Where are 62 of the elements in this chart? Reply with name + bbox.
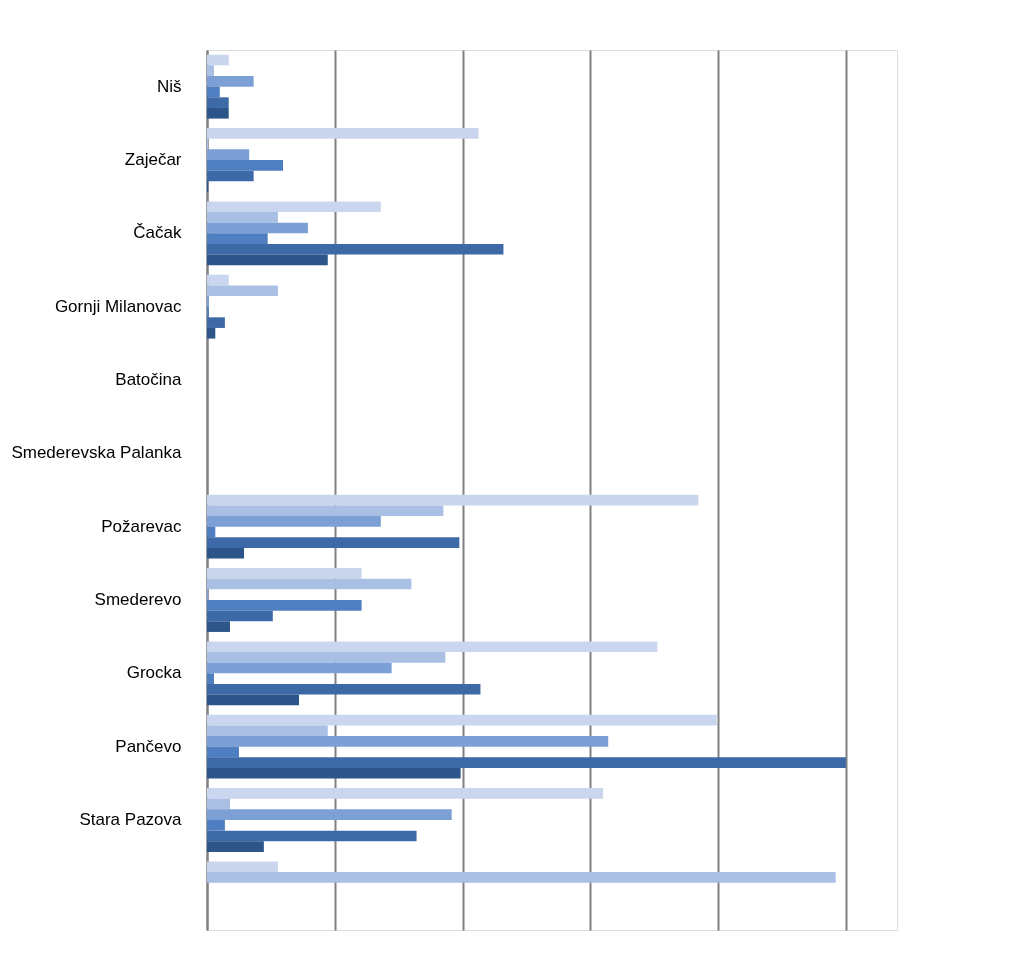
bar <box>207 641 658 653</box>
bar <box>207 610 273 622</box>
bar <box>207 149 250 160</box>
bar <box>207 54 229 66</box>
bar <box>207 107 229 119</box>
bar <box>207 537 460 548</box>
y-tick-label: Smederevo <box>94 590 182 609</box>
bar <box>207 274 229 286</box>
bar <box>207 76 254 87</box>
bar <box>207 861 278 873</box>
bar <box>207 212 278 223</box>
bar <box>207 600 362 611</box>
y-tick-label: Požarevac <box>101 516 182 536</box>
bar <box>207 65 215 77</box>
bar <box>207 872 836 883</box>
y-tick-label: Zaječar <box>124 150 182 169</box>
y-tick-label: Grocka <box>126 663 183 683</box>
bar <box>207 317 225 328</box>
bar <box>207 841 264 852</box>
y-tick-label: Stara Pazova <box>79 810 183 829</box>
bar <box>207 233 268 244</box>
bar <box>207 160 284 171</box>
bar <box>207 505 444 517</box>
bar <box>207 327 216 339</box>
bar <box>207 714 717 726</box>
bar <box>207 683 481 695</box>
bar <box>207 725 328 737</box>
bar <box>207 201 381 213</box>
bar <box>207 788 604 799</box>
y-tick-label: Smederevska Palanka <box>11 443 183 463</box>
bar <box>207 694 299 706</box>
bar <box>207 746 239 758</box>
bar <box>207 798 230 810</box>
y-tick-label: Gornji Milanovac <box>54 296 182 316</box>
bar <box>207 621 230 632</box>
bar <box>207 243 504 255</box>
bar <box>207 128 479 139</box>
bar <box>207 767 461 779</box>
bar <box>207 170 254 182</box>
bar <box>207 652 446 663</box>
bar <box>207 820 225 831</box>
bar <box>207 494 699 506</box>
bar <box>207 285 278 297</box>
bar <box>207 254 328 266</box>
bar <box>207 97 229 108</box>
bar <box>207 830 417 842</box>
bar <box>207 568 362 579</box>
bar <box>207 673 215 684</box>
y-tick-label: Čačak <box>133 223 182 243</box>
bar <box>207 222 308 234</box>
bar <box>207 526 216 538</box>
y-tick-label: Pančevo <box>115 736 182 756</box>
bar <box>207 662 392 674</box>
y-tick-label: Niš <box>156 76 182 96</box>
bar <box>207 86 220 98</box>
bar <box>207 809 452 820</box>
bar <box>207 547 245 559</box>
bar <box>207 516 381 527</box>
y-tick-label: Batočina <box>115 370 183 389</box>
bar <box>207 757 846 768</box>
bar <box>207 736 609 747</box>
bar <box>207 578 412 590</box>
